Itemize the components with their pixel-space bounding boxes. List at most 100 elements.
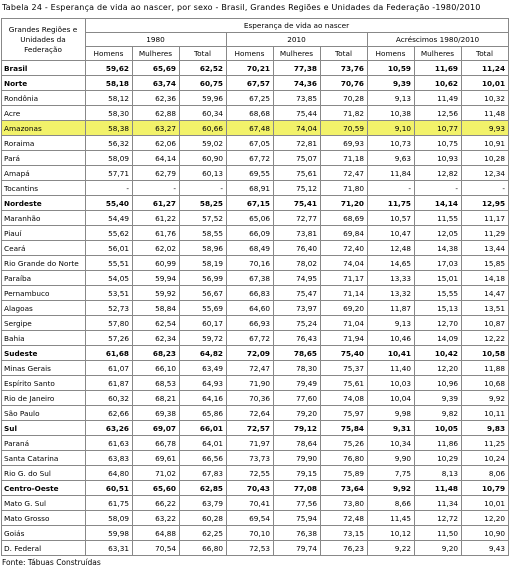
cell: 62,88 xyxy=(132,105,180,121)
cell: 77,60 xyxy=(273,390,321,406)
cell: 74,04 xyxy=(273,120,321,136)
table-row: Amazonas 58,38 63,27 60,66 67,48 74,04 70,59 9,… xyxy=(1,120,509,136)
cell: 62,25 xyxy=(179,525,227,541)
cell: 69,84 xyxy=(320,225,368,241)
cell: 58,55 xyxy=(179,225,227,241)
cell: 60,32 xyxy=(85,390,133,406)
cell: 63,22 xyxy=(132,510,180,526)
row-label: Alagoas xyxy=(1,300,86,316)
cell: 11,49 xyxy=(414,90,462,106)
cell: 14,09 xyxy=(414,330,462,346)
cell: 12,48 xyxy=(367,240,415,256)
cell: 11,50 xyxy=(414,525,462,541)
cell: 11,69 xyxy=(414,60,462,76)
cell: 68,53 xyxy=(132,375,180,391)
row-label: Paraíba xyxy=(1,270,86,286)
cell: - xyxy=(132,180,180,196)
cell: 14,18 xyxy=(460,270,509,286)
cell: 58,84 xyxy=(132,300,180,316)
row-label: Tocantins xyxy=(1,180,86,196)
cell: 56,67 xyxy=(179,285,227,301)
sub-header: Mulheres xyxy=(414,46,462,61)
cell: 7,75 xyxy=(367,465,415,481)
cell: 78,30 xyxy=(273,360,321,376)
row-label: Amazonas xyxy=(1,120,86,136)
sub-header: Mulheres xyxy=(273,46,321,61)
cell: - xyxy=(460,180,509,196)
cell: 55,69 xyxy=(179,300,227,316)
cell: 65,06 xyxy=(226,210,274,226)
cell: 71,14 xyxy=(320,285,368,301)
row-label: Bahia xyxy=(1,330,86,346)
corner-header: Grandes Regiões e Unidades da Federação xyxy=(1,18,86,61)
cell: 70,36 xyxy=(226,390,274,406)
table-row: Amapá 57,71 62,79 60,13 69,55 75,61 72,47 11,84… xyxy=(1,165,509,181)
cell: 13,32 xyxy=(367,285,415,301)
cell: 71,02 xyxy=(132,465,180,481)
row-label: Norte xyxy=(1,75,86,91)
cell: 10,42 xyxy=(414,345,462,361)
table-title: Tabela 24 - Esperança de vida ao nascer,… xyxy=(2,3,481,12)
cell: 10,38 xyxy=(367,105,415,121)
cell: 8,06 xyxy=(460,465,509,481)
cell: 61,22 xyxy=(132,210,180,226)
cell: 58,25 xyxy=(179,195,227,211)
cell: 62,79 xyxy=(132,165,180,181)
table-row: Centro-Oeste 60,51 65,60 62,85 70,43 77,08 73,… xyxy=(1,480,509,496)
cell: 56,32 xyxy=(85,135,133,151)
row-label: Minas Gerais xyxy=(1,360,86,376)
table-row: Bahia 57,26 62,34 59,72 67,72 76,43 71,94 10,46… xyxy=(1,330,509,346)
cell: 64,01 xyxy=(179,435,227,451)
cell: 11,17 xyxy=(460,210,509,226)
cell: 72,55 xyxy=(226,465,274,481)
cell: 9,20 xyxy=(414,540,462,556)
cell: 10,75 xyxy=(414,135,462,151)
cell: 60,66 xyxy=(179,120,227,136)
cell: 12,34 xyxy=(460,165,509,181)
cell: 76,40 xyxy=(273,240,321,256)
cell: 61,27 xyxy=(132,195,180,211)
cell: 65,86 xyxy=(179,405,227,421)
row-label: Pernambuco xyxy=(1,285,86,301)
table-row: Alagoas 52,73 58,84 55,69 64,60 73,97 69,20 11,… xyxy=(1,300,509,316)
cell: 76,23 xyxy=(320,540,368,556)
cell: 76,43 xyxy=(273,330,321,346)
row-label: Nordeste xyxy=(1,195,86,211)
cell: 63,74 xyxy=(132,75,180,91)
cell: 78,64 xyxy=(273,435,321,451)
cell: 70,76 xyxy=(320,75,368,91)
table-row: Piauí 55,62 61,76 58,55 66,09 73,81 69,84 10,47… xyxy=(1,225,509,241)
cell: 71,20 xyxy=(320,195,368,211)
table-row: Brasil 59,62 65,69 62,52 70,21 77,38 73,76 10,5… xyxy=(1,60,509,76)
cell: 58,09 xyxy=(85,510,133,526)
row-label: Sul xyxy=(1,420,86,436)
sub-header: Total xyxy=(460,46,509,61)
cell: 75,84 xyxy=(320,420,368,436)
cell: 10,41 xyxy=(367,345,415,361)
table-row: Sul 63,26 69,07 66,01 72,57 79,12 75,84 9,31 10,… xyxy=(1,420,509,436)
cell: 9,10 xyxy=(367,120,415,136)
cell: 12,82 xyxy=(414,165,462,181)
cell: 8,13 xyxy=(414,465,462,481)
cell: 63,79 xyxy=(179,495,227,511)
cell: 54,49 xyxy=(85,210,133,226)
row-label: Goiás xyxy=(1,525,86,541)
sub-header: Mulheres xyxy=(132,46,180,61)
period-header: 1980 xyxy=(85,32,227,47)
cell: 12,72 xyxy=(414,510,462,526)
cell: 10,90 xyxy=(460,525,509,541)
table-row: Paraná 61,63 66,78 64,01 71,97 78,64 75,26 10,3… xyxy=(1,435,509,451)
cell: 8,66 xyxy=(367,495,415,511)
cell: 79,90 xyxy=(273,450,321,466)
cell: - xyxy=(85,180,133,196)
cell: 62,36 xyxy=(132,90,180,106)
cell: 17,03 xyxy=(414,255,462,271)
cell: 70,41 xyxy=(226,495,274,511)
cell: 10,68 xyxy=(460,375,509,391)
cell: 66,01 xyxy=(179,420,227,436)
row-label: Rondônia xyxy=(1,90,86,106)
cell: 72,09 xyxy=(226,345,274,361)
cell: 74,08 xyxy=(320,390,368,406)
cell: 58,18 xyxy=(85,75,133,91)
cell: 64,82 xyxy=(179,345,227,361)
